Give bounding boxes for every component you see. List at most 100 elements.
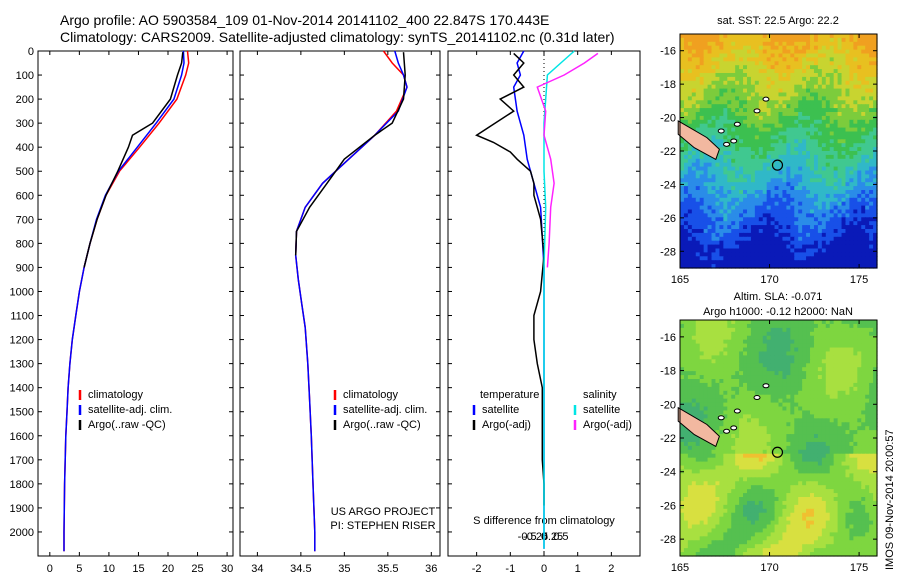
map-cell: [683, 34, 689, 39]
map-cell: [865, 190, 870, 195]
map-cell: [766, 394, 772, 400]
map-cell: [798, 92, 803, 97]
map-cell: [790, 100, 795, 105]
map-cell: [865, 174, 870, 179]
map-cell: [723, 65, 728, 70]
map-cell: [857, 84, 862, 90]
map-cell: [806, 100, 811, 105]
map-cell: [715, 430, 720, 435]
map-cell: [754, 382, 760, 388]
map-cell: [750, 147, 756, 152]
map-cell: [873, 323, 878, 329]
map-cell: [711, 186, 717, 191]
map-cell: [821, 335, 827, 341]
map-cell: [743, 84, 748, 90]
map-cell: [691, 65, 697, 70]
map-cell: [762, 375, 768, 380]
map-cell: [861, 213, 866, 218]
map-cell: [707, 119, 713, 125]
map-cell: [758, 232, 764, 238]
map-cell: [806, 217, 811, 222]
map-cell: [845, 151, 851, 156]
map-cell: [727, 135, 732, 140]
map-cell: [837, 394, 843, 400]
map-cell: [723, 221, 728, 226]
map-cell: [731, 143, 736, 148]
map-cell: [727, 53, 732, 58]
map-cell: [743, 119, 748, 125]
map-cell: [680, 80, 685, 86]
map-cell: [861, 244, 866, 250]
map-cell: [845, 197, 851, 203]
map-cell: [695, 158, 701, 164]
map-cell: [711, 406, 717, 412]
map-cell: [727, 205, 732, 211]
map-cell: [680, 190, 685, 195]
map-cell: [810, 248, 815, 253]
map-cell: [782, 84, 787, 90]
map-cell: [810, 170, 815, 175]
map-cell: [723, 205, 728, 211]
map-cell: [703, 406, 709, 412]
map-cell: [739, 379, 744, 384]
map-cell: [849, 112, 854, 117]
map-cell: [817, 331, 823, 337]
map-cell: [770, 123, 776, 129]
map-cell: [687, 390, 693, 396]
map-cell: [766, 232, 772, 238]
map-cell: [746, 410, 752, 415]
map-cell: [817, 367, 823, 372]
map-cell: [758, 375, 764, 380]
map-cell: [861, 166, 866, 172]
map-cell: [758, 343, 764, 349]
map-cell: [821, 355, 827, 360]
map-cell: [790, 229, 795, 234]
map-cell: [695, 406, 701, 412]
map-cell: [798, 441, 803, 447]
map-cell: [802, 213, 807, 218]
map-cell: [743, 252, 748, 257]
map-cell: [739, 154, 744, 160]
map-cell: [806, 394, 811, 400]
map-cell: [687, 49, 693, 55]
map-cell: [711, 229, 717, 234]
map-cell: [687, 174, 693, 179]
map-cell: [750, 331, 756, 337]
map-cell: [849, 355, 854, 360]
map-cell: [794, 108, 799, 113]
map-cell: [687, 430, 693, 435]
map-cell: [711, 252, 717, 257]
map-cell: [770, 375, 776, 380]
map-cell: [762, 343, 768, 349]
map-cell: [857, 73, 862, 78]
map-cell: [723, 61, 728, 66]
map-cell: [841, 73, 847, 78]
map-cell: [837, 96, 843, 101]
map-cell: [691, 151, 697, 156]
map-cell: [711, 80, 717, 86]
map-cell: [750, 402, 756, 408]
map-cell: [853, 154, 858, 160]
map-cell: [821, 209, 827, 214]
map-cell: [687, 217, 693, 222]
map-cell: [790, 248, 795, 253]
map-cell: [829, 174, 835, 179]
map-cell: [849, 186, 854, 191]
map-cell: [865, 359, 870, 364]
map-cell: [853, 320, 858, 325]
map-cell: [794, 422, 799, 427]
map-field: [680, 320, 878, 557]
map-cell: [782, 209, 787, 214]
map-cell: [798, 65, 803, 70]
map-cell: [739, 119, 744, 125]
map-cell: [683, 339, 689, 345]
map-cell: [766, 69, 772, 74]
map-cell: [754, 418, 760, 423]
map-cell: [687, 343, 693, 349]
depth-tick-label: 400: [16, 142, 34, 154]
map-cell: [833, 256, 839, 261]
map-cell: [821, 190, 827, 195]
map-cell: [837, 331, 843, 337]
map-cell: [774, 57, 780, 62]
map-cell: [762, 213, 768, 218]
